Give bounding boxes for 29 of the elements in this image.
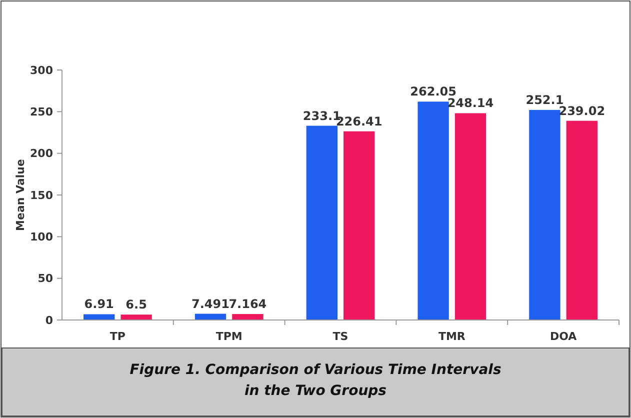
bar: [344, 131, 375, 320]
bar: [306, 126, 338, 320]
x-tick-label: TMR: [438, 330, 466, 343]
bar: [84, 314, 115, 320]
y-tick-label: 50: [38, 272, 54, 286]
bar: [529, 110, 560, 320]
data-label: 262.05: [410, 84, 456, 99]
y-tick-label: 150: [30, 188, 54, 202]
y-tick-label: 300: [30, 64, 54, 77]
x-tick-label: TP: [110, 330, 126, 343]
y-tick-label: 250: [30, 106, 54, 119]
y-axis-title: Mean Value: [14, 159, 27, 231]
y-tick-label: 100: [30, 230, 54, 244]
data-label: 6.91: [84, 297, 114, 312]
bar: [454, 113, 486, 320]
x-tick-label: DOA: [550, 330, 578, 343]
bar: [120, 314, 152, 320]
x-tick-label: TPM: [216, 330, 242, 343]
bar: [232, 314, 264, 320]
data-label: 7.164: [228, 297, 267, 312]
data-label: 7.491: [192, 296, 230, 311]
data-label: 6.5: [126, 298, 147, 312]
y-tick-label: 200: [30, 147, 54, 160]
bar: [566, 120, 598, 320]
caption: Figure 1. Comparison of Various Time Intervals in the Two Groups: [130, 362, 502, 399]
y-tick-label: 0: [45, 314, 54, 327]
data-label: 248.14: [447, 96, 494, 110]
bar: [418, 102, 449, 320]
x-tick-label: TS: [332, 330, 348, 343]
